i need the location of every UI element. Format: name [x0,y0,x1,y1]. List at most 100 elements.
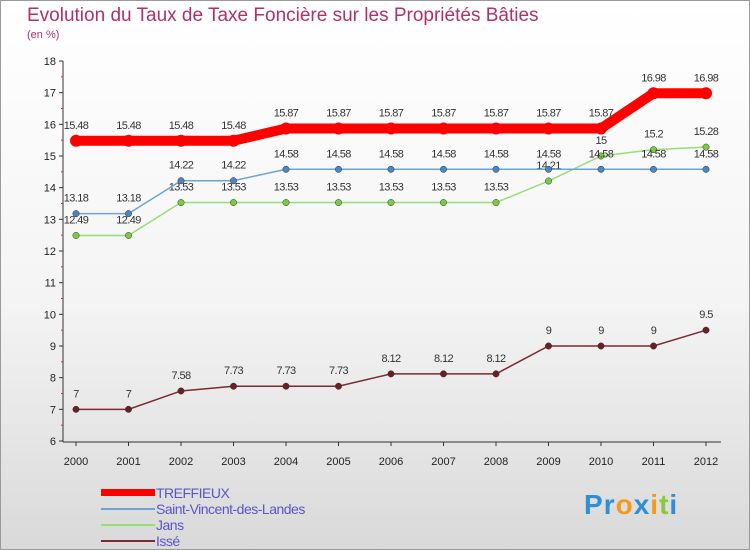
y-tick-label: 14 [44,183,56,195]
legend-label-saint-vincent: Saint-Vincent-des-Landes [156,501,305,517]
data-label-iss-: 8.12 [434,353,453,365]
data-point-treffieux [227,134,240,147]
unit-label: (en %) [27,29,60,41]
data-label-saint-vincent-des-landes: 14.58 [274,148,299,160]
data-label-iss-: 8.12 [381,353,400,365]
data-point-treffieux [385,122,397,135]
legend-label-treffieux: TREFFIEUX [156,485,230,501]
y-tick-label: 12 [44,246,56,258]
data-label-saint-vincent-des-landes: 14.22 [221,160,246,172]
data-label-iss-: 9 [651,325,657,337]
data-point-saint-vincent-des-landes [282,165,290,173]
data-point-treffieux [647,87,660,100]
data-label-iss-: 7.58 [171,370,190,382]
data-label-jans: 13.53 [326,182,351,194]
logo-letter: r [603,489,616,520]
x-tick-label: 2000 [64,456,88,468]
data-point-jans [72,232,80,239]
data-point-jans [335,199,342,207]
data-point-iss- [440,370,447,378]
x-tick-label: 2009 [536,456,560,468]
x-tick-label: 2007 [431,456,455,468]
data-point-jans [230,199,237,207]
logo-letter: i [669,489,679,520]
data-point-saint-vincent-des-landes [440,165,447,173]
data-point-iss- [125,405,132,413]
x-tick-label: 2004 [274,456,298,468]
data-point-saint-vincent-des-landes [650,165,657,173]
chart-title: Evolution du Taux de Taxe Foncière sur l… [27,5,539,26]
data-point-saint-vincent-des-landes [72,210,80,218]
data-point-jans [650,146,657,154]
line-chart: 6 7 8 9 10 11 12 13 14 15 16 17 18 2000 2001 2002 2003 20… [44,56,721,468]
data-label-treffieux: 16.98 [641,72,666,84]
x-tick-label: 2012 [694,456,718,468]
data-point-iss- [492,370,500,378]
data-point-jans [177,199,185,207]
data-label-treffieux: 15.87 [589,107,614,119]
data-label-iss-: 9 [546,325,552,337]
data-label-iss-: 7.73 [329,365,348,377]
data-label-iss-: 7.73 [276,365,295,377]
data-label-jans: 15 [595,135,607,147]
legend-swatch-saint-vincent [101,508,155,510]
data-point-iss- [597,342,605,350]
data-point-treffieux [280,122,292,135]
y-tick-label: 9 [50,341,56,353]
data-label-treffieux: 15.48 [116,120,141,132]
data-label-iss-: 8.12 [486,353,505,365]
data-label-saint-vincent-des-landes: 14.58 [641,148,666,160]
data-label-saint-vincent-des-landes: 14.58 [589,148,614,160]
logo-letter: P [584,489,604,520]
data-label-jans: 13.53 [431,182,456,194]
data-label-treffieux: 15.87 [536,107,561,119]
data-label-treffieux: 15.87 [484,107,509,119]
data-label-treffieux: 15.48 [169,120,194,132]
data-point-saint-vincent-des-landes [702,165,710,173]
data-label-jans: 15.2 [644,129,663,141]
data-point-jans [702,143,710,151]
data-label-treffieux: 15.87 [431,107,456,119]
data-label-iss-: 7 [126,388,132,400]
data-point-saint-vincent-des-landes [545,165,552,173]
data-label-saint-vincent-des-landes: 14.58 [484,148,509,160]
data-point-iss- [335,382,342,390]
data-point-jans [440,199,447,207]
x-tick-label: 2005 [326,456,350,468]
data-label-jans: 13.53 [274,182,299,194]
y-tick-label: 11 [45,278,56,290]
data-label-iss-: 7 [73,388,79,400]
data-point-jans [492,199,500,207]
data-point-treffieux [70,134,82,147]
y-tick-label: 18 [44,56,56,68]
data-label-jans: 13.53 [379,182,404,194]
data-point-iss- [387,370,395,378]
data-point-treffieux [332,122,345,135]
data-point-jans [125,232,132,239]
data-label-jans: 12.49 [64,214,89,226]
data-point-jans [387,199,395,207]
data-point-jans [282,199,290,207]
legend-swatch-treffieux [101,489,155,496]
data-point-iss- [545,342,552,350]
logo-letter: x [633,489,651,520]
x-tick-label: 2002 [169,456,193,468]
data-label-treffieux: 15.87 [326,107,351,119]
legend-label-jans: Jans [156,517,184,533]
logo-letter: t [659,489,670,520]
y-tick-label: 17 [44,88,56,100]
y-tick-label: 10 [44,309,56,321]
data-label-treffieux: 15.87 [274,107,299,119]
data-point-iss- [650,342,657,350]
logo-letter: o [615,489,634,520]
data-point-iss- [702,326,710,334]
x-tick-label: 2006 [379,456,403,468]
proxiti-logo: Proxiti [584,489,678,521]
data-point-treffieux [542,122,555,135]
data-label-saint-vincent-des-landes: 14.22 [169,160,194,172]
data-point-saint-vincent-des-landes [125,210,132,218]
data-point-iss- [282,382,290,390]
data-point-treffieux [490,122,502,135]
data-point-saint-vincent-des-landes [177,177,185,185]
